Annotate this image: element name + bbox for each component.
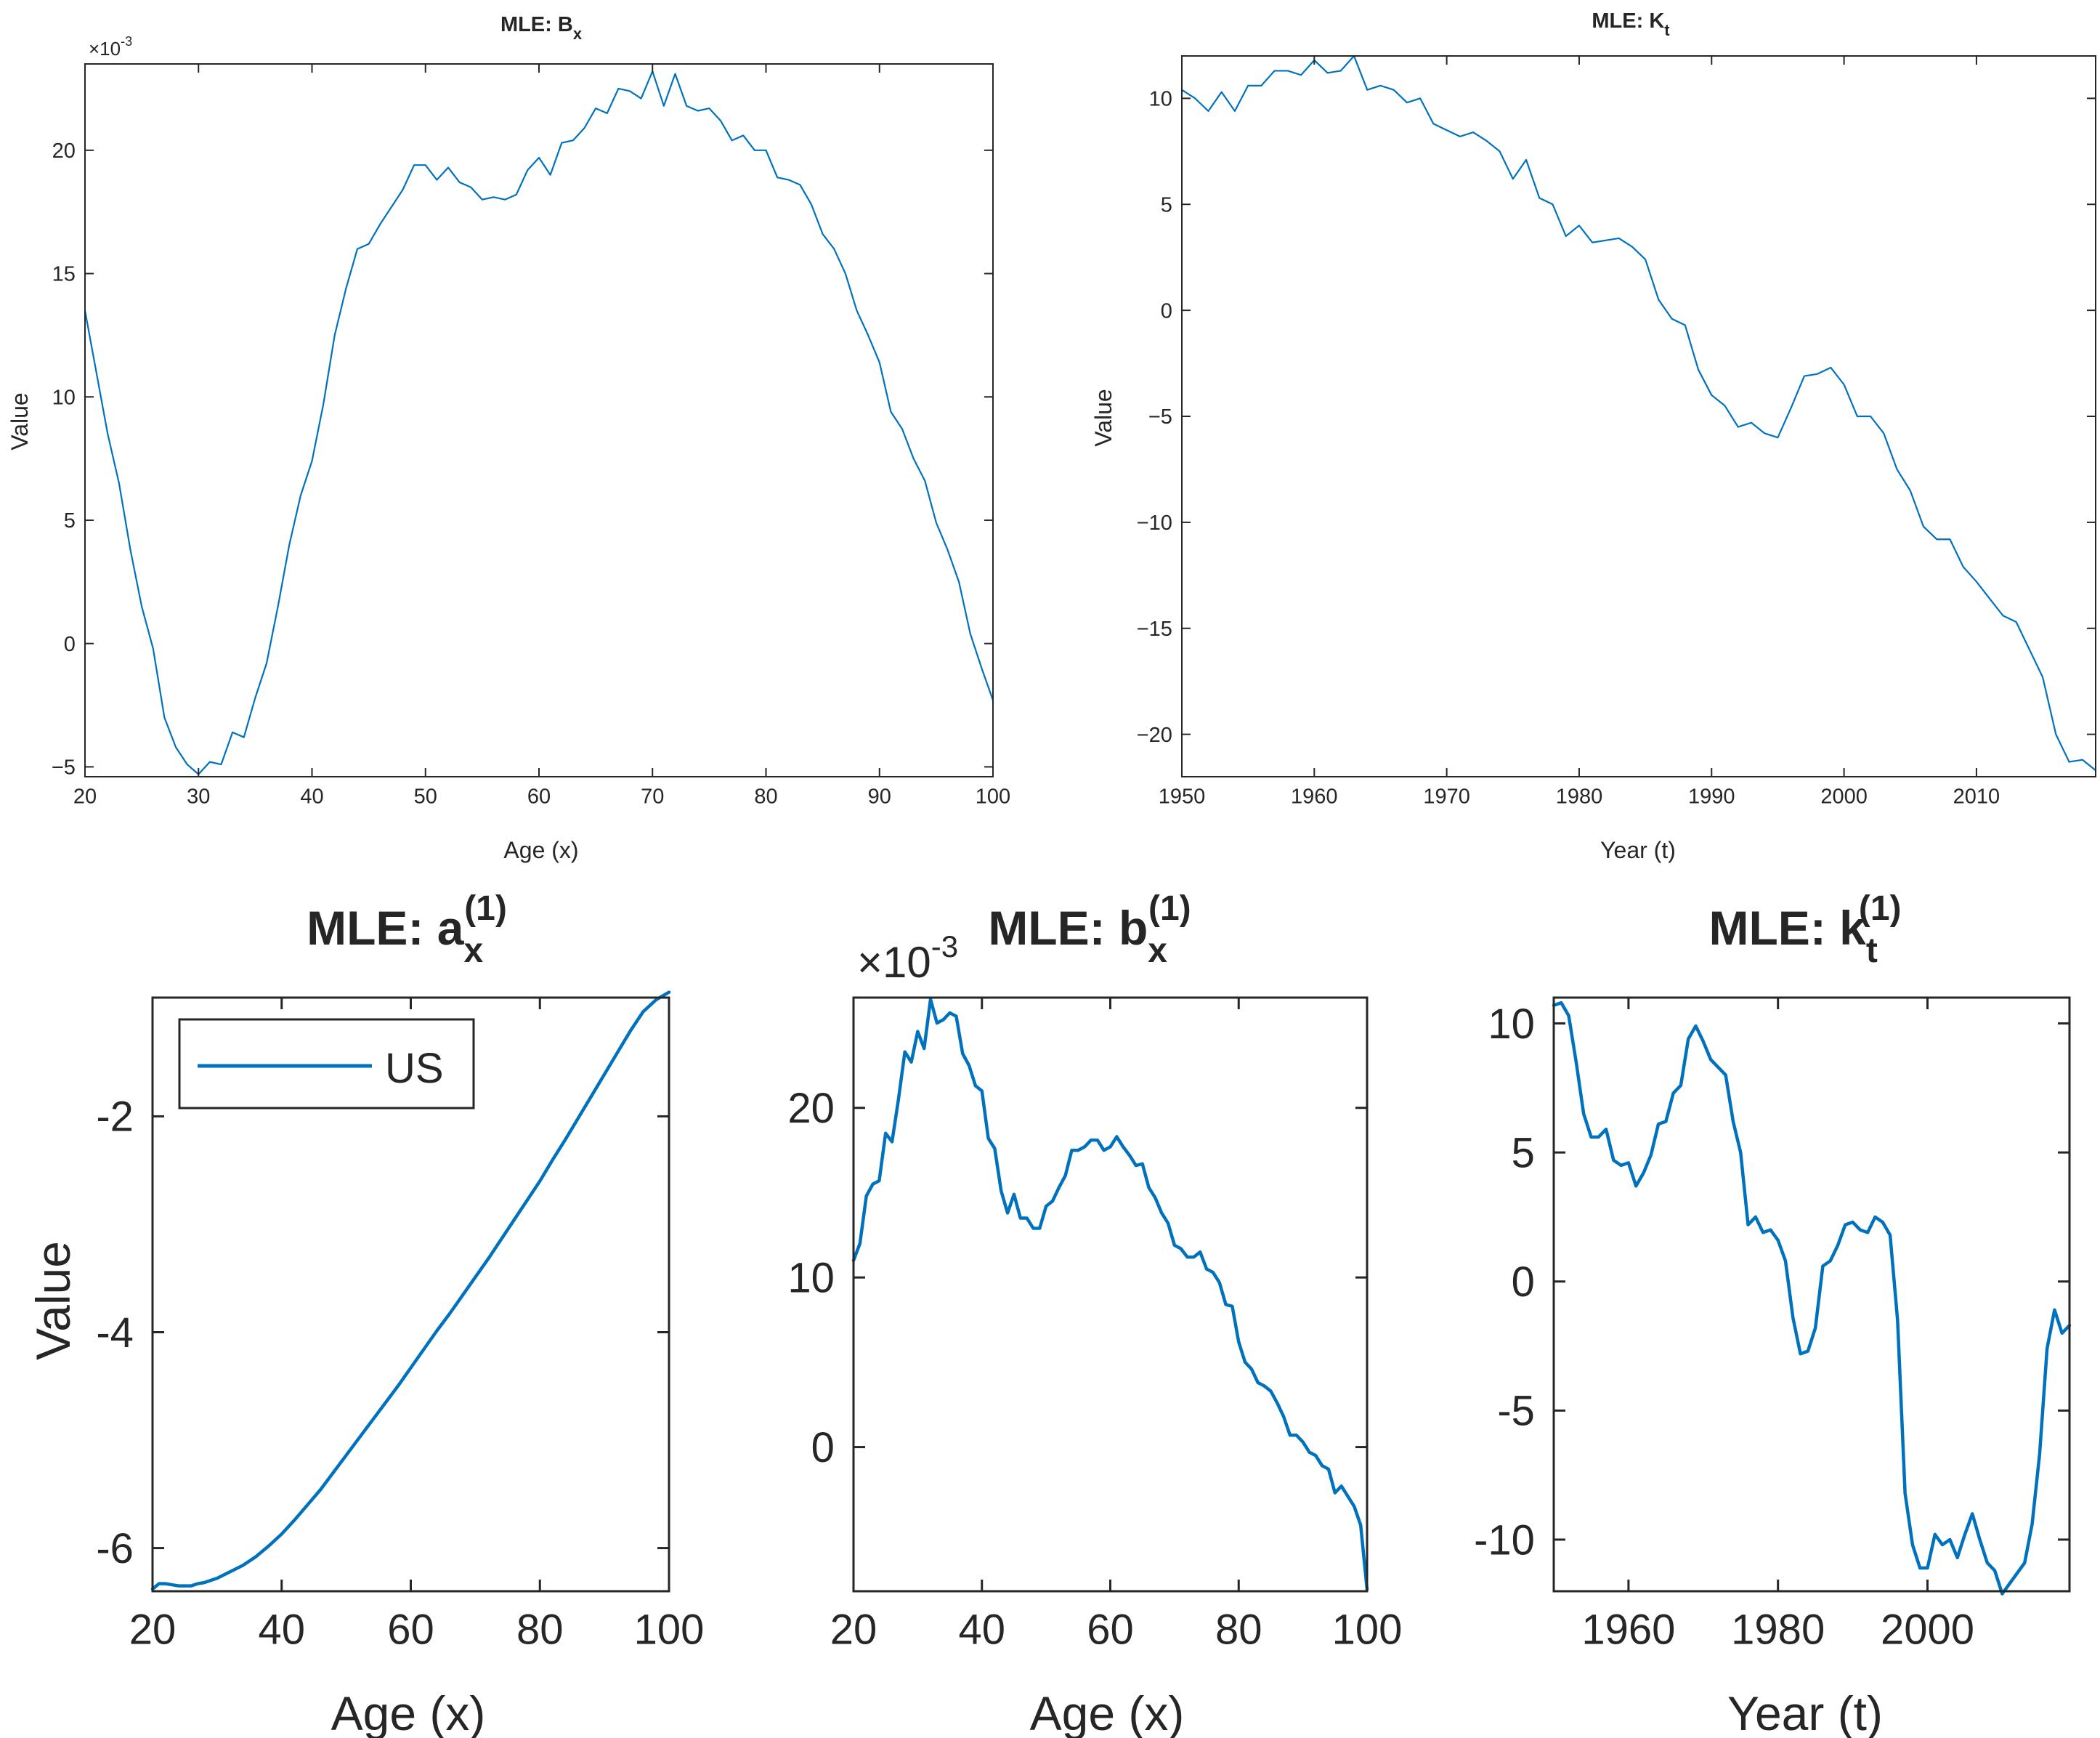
y-tick-label-kt1: 0 [1512, 1258, 1535, 1306]
y-tick-label-ax1: -2 [96, 1094, 134, 1141]
x-tick-label-kt: 2010 [1953, 785, 2000, 808]
axes-bx: 20 30 40 50 60 70 80 90 100 −5 0 5 10 15 20 [52, 63, 1010, 808]
y-tick-label-kt1: -5 [1497, 1388, 1535, 1435]
axes-bx1: 20 40 60 80 100 0 10 20 [787, 996, 1403, 1654]
panel-ax1-xlabel: Age (x) [331, 1686, 486, 1738]
y-tick-label-kt: 5 [1161, 193, 1172, 217]
y-tick-label-bx1: 10 [787, 1254, 835, 1301]
y-tick-label-kt: −20 [1137, 724, 1172, 747]
x-tick-label-kt: 1980 [1556, 785, 1603, 808]
x-tick-label-bx: 100 [976, 785, 1010, 808]
x-tick-label-kt: 1990 [1688, 785, 1735, 808]
legend-label-us: US [385, 1045, 444, 1092]
panel-bx-title: MLE: Bx [500, 13, 583, 43]
x-tick-label-kt: 1970 [1423, 785, 1470, 808]
y-tick-label-bx1: 20 [787, 1085, 835, 1132]
x-tick-label-ax1: 60 [387, 1606, 434, 1654]
y-tick-label-ax1: -4 [96, 1309, 134, 1357]
panel-ax1-title: MLE: ax(1) [307, 889, 507, 970]
axes-ax1: 20 40 60 80 100 -6 -4 -2 [96, 990, 705, 1654]
y-tick-label-kt: 0 [1161, 299, 1172, 323]
x-tick-label-bx: 30 [187, 785, 210, 808]
panel-kt-ylabel: Value [1090, 389, 1116, 446]
x-tick-label-bx: 40 [300, 785, 323, 808]
panel-kt1: MLE: kt(1) Year (t) [1709, 889, 1902, 1738]
y-tick-label-kt: −10 [1137, 512, 1172, 535]
y-tick-label-kt1: 5 [1512, 1129, 1535, 1176]
panel-bx1-xlabel: Age (x) [1030, 1686, 1185, 1738]
panel-bx-xlabel: Age (x) [503, 837, 578, 863]
panel-bx1-exponent: ×10-3 [857, 929, 958, 987]
y-tick-label-kt: −15 [1137, 618, 1172, 641]
x-tick-label-kt1: 1980 [1731, 1606, 1825, 1654]
panel-kt1-xlabel: Year (t) [1727, 1686, 1883, 1738]
series-line-kt1 [1552, 1001, 2072, 1596]
y-tick-label-kt1: 10 [1488, 1001, 1535, 1048]
x-tick-label-kt: 2000 [1820, 785, 1868, 808]
x-tick-label-ax1: 100 [634, 1606, 705, 1654]
panel-bx-ylabel: Value [7, 392, 33, 450]
panel-kt: MLE: Kt Value Year (t) [1090, 9, 1676, 863]
panel-ax1-ylabel: Value [26, 1241, 80, 1360]
x-tick-label-bx: 50 [414, 785, 437, 808]
x-tick-label-bx1: 100 [1332, 1606, 1403, 1654]
x-tick-label-kt1: 1960 [1581, 1606, 1675, 1654]
x-tick-label-bx1: 80 [1215, 1606, 1262, 1654]
y-tick-label-bx1: 0 [811, 1424, 835, 1471]
legend-box [178, 1018, 475, 1110]
x-tick-label-ax1: 20 [129, 1606, 177, 1654]
y-tick-label-kt: 10 [1149, 88, 1172, 111]
series-line-ax1 [150, 990, 671, 1591]
y-tick-label-ax1: -6 [96, 1525, 134, 1572]
panel-ax1: MLE: ax(1) Value Age (x) US [26, 889, 507, 1738]
series-line-kt [1180, 54, 2097, 772]
panel-bx1-title: MLE: bx(1) [988, 889, 1191, 970]
x-tick-label-bx: 20 [73, 785, 97, 808]
axes-kt1: 1960 1980 2000 -10 -5 0 5 10 [1474, 996, 2072, 1654]
axes-frame-kt1 [1552, 996, 2071, 1593]
x-tick-label-ax1: 80 [516, 1606, 564, 1654]
y-tick-label-bx: 20 [52, 140, 76, 163]
axes-kt: 1950 1960 1970 1980 1990 2000 2010 −20 −15 −10 −5 0… [1137, 54, 2097, 808]
series-line-bx1 [851, 998, 1369, 1591]
x-tick-label-bx: 90 [868, 785, 891, 808]
y-tick-label-bx: 0 [64, 633, 76, 656]
y-tick-label-kt1: -10 [1474, 1516, 1535, 1564]
x-tick-label-bx: 80 [754, 785, 777, 808]
series-line-bx [84, 70, 994, 775]
y-tick-label-bx: 15 [52, 263, 76, 286]
panel-bx1: MLE: bx(1) ×10-3 Age (x) [857, 889, 1191, 1738]
x-tick-label-bx: 60 [527, 785, 551, 808]
x-tick-label-kt: 1960 [1291, 785, 1338, 808]
panel-kt-xlabel: Year (t) [1600, 837, 1676, 863]
x-tick-label-bx: 70 [641, 785, 664, 808]
x-tick-label-bx1: 60 [1087, 1606, 1134, 1654]
panel-kt1-title: MLE: kt(1) [1709, 889, 1902, 970]
y-tick-label-bx: 10 [52, 386, 76, 409]
panel-bx-exponent: ×10-3 [89, 34, 132, 60]
x-tick-label-kt: 1950 [1159, 785, 1206, 808]
panel-bx: MLE: Bx ×10-3 Value Age (x) [7, 13, 583, 863]
x-tick-label-bx1: 40 [958, 1606, 1005, 1654]
x-tick-label-bx1: 20 [830, 1606, 877, 1654]
y-tick-label-kt: −5 [1148, 405, 1172, 429]
panel-kt-title: MLE: Kt [1592, 9, 1670, 39]
x-tick-label-kt1: 2000 [1881, 1606, 1974, 1654]
x-tick-label-ax1: 40 [258, 1606, 305, 1654]
y-tick-label-bx: 5 [64, 509, 76, 533]
y-tick-label-bx: −5 [52, 756, 76, 780]
